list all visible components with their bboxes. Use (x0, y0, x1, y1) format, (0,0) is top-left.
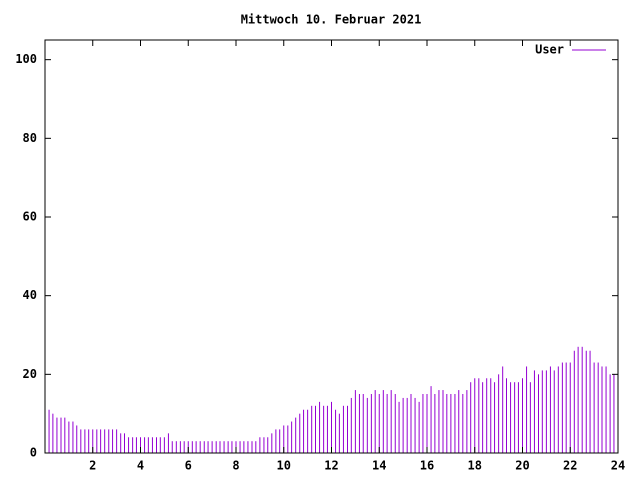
x-tick-label: 14 (372, 459, 386, 473)
y-tick-label: 100 (15, 52, 37, 66)
x-tick-label: 2 (89, 459, 96, 473)
x-tick-label: 22 (563, 459, 577, 473)
x-tick-label: 12 (324, 459, 338, 473)
x-tick-label: 20 (515, 459, 529, 473)
y-tick-label: 40 (23, 288, 37, 302)
chart-title: Mittwoch 10. Februar 2021 (241, 13, 422, 27)
y-tick-label: 80 (23, 131, 37, 145)
x-tick-label: 4 (137, 459, 144, 473)
x-tick-label: 16 (420, 459, 434, 473)
y-tick-label: 0 (30, 446, 37, 460)
x-tick-label: 18 (468, 459, 482, 473)
x-tick-label: 6 (185, 459, 192, 473)
x-tick-label: 10 (277, 459, 291, 473)
y-tick-label: 60 (23, 210, 37, 224)
x-tick-label: 8 (232, 459, 239, 473)
x-tick-label: 24 (611, 459, 625, 473)
plot-border (44, 39, 619, 454)
legend-label: User (535, 43, 564, 57)
y-tick-label: 20 (23, 367, 37, 381)
